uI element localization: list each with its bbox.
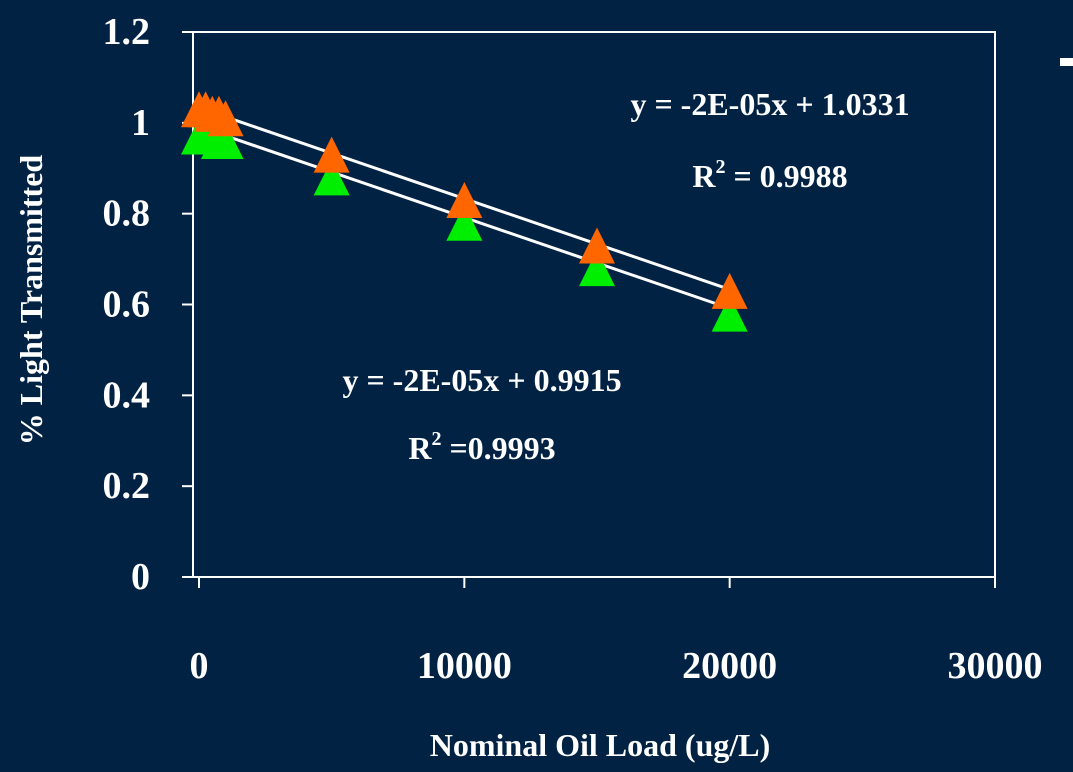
y-tick-label: 0.4: [103, 374, 151, 416]
x-tick-label: 20000: [682, 645, 777, 687]
green-data-point: [579, 250, 615, 287]
y-tick-label: 0.6: [103, 284, 151, 326]
x-tick-label: 0: [190, 645, 209, 687]
slide-edge-mark: [1060, 58, 1073, 66]
y-tick-label: 0: [131, 556, 150, 598]
orange-data-point: [446, 182, 483, 219]
x-tick-label: 10000: [417, 645, 512, 687]
orange-data-point: [207, 100, 244, 137]
green-r2-label: R2 =0.9993: [408, 428, 555, 466]
orange-equation-label: y = -2E-05x + 1.0331: [630, 86, 909, 122]
green-data-point: [446, 204, 483, 241]
x-axis-title: Nominal Oil Load (ug/L): [430, 727, 771, 763]
y-tick-label: 0.2: [103, 465, 151, 507]
green-data-point: [207, 123, 244, 159]
y-axis-title: % Light Transmitted: [13, 155, 49, 446]
orange-data-point: [579, 227, 615, 264]
green-equation-label: y = -2E-05x + 0.9915: [342, 362, 621, 398]
green-data-point: [711, 295, 748, 332]
x-tick-label: 30000: [948, 645, 1043, 687]
orange-data-point: [313, 136, 350, 173]
y-tick-label: 1: [131, 102, 150, 144]
green-data-point: [313, 159, 350, 196]
orange-r2-label: R2 = 0.9988: [692, 156, 847, 194]
y-tick-label: 1.2: [103, 11, 151, 53]
orange-data-point: [711, 272, 748, 309]
y-tick-label: 0.8: [103, 193, 151, 235]
